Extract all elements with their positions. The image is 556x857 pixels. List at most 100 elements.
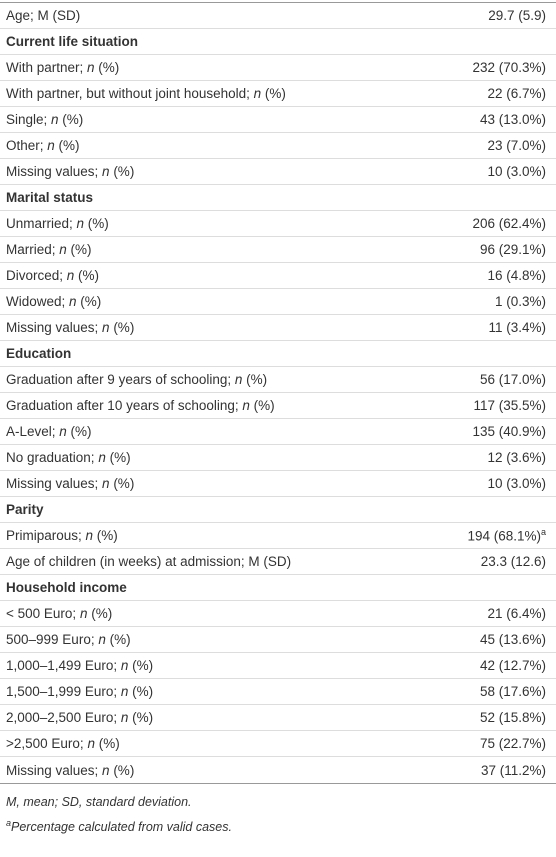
row-label: 2,000–2,500 Euro; n (%) bbox=[6, 710, 153, 725]
label-part: Graduation after 10 years of schooling; bbox=[6, 398, 243, 413]
value-text: 10 (3.0%) bbox=[487, 476, 546, 491]
table-row: Missing values; n (%) 11 (3.4%) bbox=[0, 315, 556, 341]
table-row: Divorced; n (%) 16 (4.8%) bbox=[0, 263, 556, 289]
footnote-text: M, mean; SD, standard deviation. bbox=[6, 795, 192, 809]
label-part: 2,000–2,500 Euro; bbox=[6, 710, 121, 725]
value-text: 117 (35.5%) bbox=[473, 398, 546, 413]
value-text: 12 (3.6%) bbox=[487, 450, 546, 465]
table-row: 2,000–2,500 Euro; n (%) 52 (15.8%) bbox=[0, 705, 556, 731]
row-label: Missing values; n (%) bbox=[6, 320, 134, 335]
footnote: aPercentage calculated from valid cases. bbox=[6, 813, 232, 838]
label-part: n bbox=[59, 242, 67, 257]
label-part: Missing values; bbox=[6, 320, 103, 335]
value-text: 52 (15.8%) bbox=[479, 710, 546, 725]
row-label: Divorced; n (%) bbox=[6, 268, 99, 283]
label-part: Missing values; bbox=[6, 762, 103, 778]
value-text: 135 (40.9%) bbox=[472, 424, 546, 439]
label-part: n bbox=[253, 86, 262, 101]
label-part: Other; bbox=[6, 138, 48, 153]
label-part: Age; M (SD) bbox=[6, 8, 81, 23]
value-text: 10 (3.0%) bbox=[487, 164, 546, 179]
label-part: n bbox=[98, 632, 106, 647]
row-value: 37 (11.2%) bbox=[481, 763, 546, 778]
label-part: >2,500 Euro; bbox=[6, 736, 88, 751]
row-value: 58 (17.6%) bbox=[480, 684, 546, 699]
note-mark: a bbox=[540, 527, 546, 538]
label-part: n bbox=[102, 320, 110, 335]
label-part: Missing values; bbox=[6, 476, 103, 491]
value-text: 58 (17.6%) bbox=[479, 684, 546, 699]
table-row: 1,000–1,499 Euro; n (%) 42 (12.7%) bbox=[0, 653, 556, 679]
label-part: n bbox=[66, 268, 75, 283]
row-label: Missing values; n (%) bbox=[6, 763, 134, 778]
row-value: 206 (62.4%) bbox=[472, 216, 546, 231]
row-label: Other; n (%) bbox=[6, 138, 80, 153]
label-part: (%) bbox=[261, 86, 286, 101]
label-part: n bbox=[69, 294, 77, 309]
label-part: (%) bbox=[128, 658, 154, 673]
label-part: n bbox=[120, 684, 129, 699]
table-row: Missing values; n (%) 10 (3.0%) bbox=[0, 159, 556, 185]
row-label: Graduation after 10 years of schooling; … bbox=[6, 398, 275, 413]
label-part: Divorced; bbox=[6, 268, 67, 283]
value-text: 21 (6.4%) bbox=[487, 606, 546, 621]
row-value: 10 (3.0%) bbox=[487, 476, 546, 491]
row-label: Age; M (SD) bbox=[6, 8, 80, 23]
row-label: 1,000–1,499 Euro; n (%) bbox=[6, 658, 153, 673]
row-value: 22 (6.7%) bbox=[487, 86, 546, 101]
label-part: (%) bbox=[94, 736, 120, 751]
label-part: n bbox=[51, 112, 59, 127]
label-part: n bbox=[59, 424, 67, 439]
row-label: 500–999 Euro; n (%) bbox=[6, 632, 131, 647]
label-part: (%) bbox=[58, 112, 84, 127]
value-text: 37 (11.2%) bbox=[480, 762, 546, 778]
row-label: Missing values; n (%) bbox=[6, 476, 134, 491]
table-row: >2,500 Euro; n (%) 75 (22.7%) bbox=[0, 731, 556, 757]
value-text: 96 (29.1%) bbox=[479, 242, 546, 257]
row-value: 56 (17.0%) bbox=[480, 372, 546, 387]
label-part: n bbox=[242, 398, 250, 413]
label-part: (%) bbox=[54, 138, 80, 153]
table-row: Age of children (in weeks) at admission;… bbox=[0, 549, 556, 575]
label-part: Age of children (in weeks) at admission;… bbox=[6, 554, 292, 569]
table-row: Widowed; n (%) 1 (0.3%) bbox=[0, 289, 556, 315]
label-part: n bbox=[102, 476, 110, 491]
label-part: n bbox=[79, 606, 88, 621]
row-label: Primiparous; n (%) bbox=[6, 528, 118, 543]
label-part: (%) bbox=[105, 450, 131, 465]
table-row: No graduation; n (%) 12 (3.6%) bbox=[0, 445, 556, 471]
table-row: A-Level; n (%) 135 (40.9%) bbox=[0, 419, 556, 445]
row-value: 96 (29.1%) bbox=[480, 242, 546, 257]
label-part: (%) bbox=[94, 60, 120, 75]
label-part: No graduation; bbox=[6, 450, 99, 465]
row-value: 117 (35.5%) bbox=[473, 398, 546, 413]
footnotes: M, mean; SD, standard deviation. aPercent… bbox=[6, 792, 232, 838]
row-value: 42 (12.7%) bbox=[480, 658, 546, 673]
note-mark: a bbox=[6, 818, 12, 828]
table-row: Primiparous; n (%) 194 (68.1%)a bbox=[0, 523, 556, 549]
section-heading: Household income bbox=[6, 580, 127, 595]
value-text: 1 (0.3%) bbox=[494, 294, 546, 309]
row-label: >2,500 Euro; n (%) bbox=[6, 736, 120, 751]
value-text: 22 (6.7%) bbox=[487, 86, 546, 101]
table-row: Marital status bbox=[0, 185, 556, 211]
row-label: Married; n (%) bbox=[6, 242, 92, 257]
value-text: 232 (70.3%) bbox=[472, 60, 546, 75]
label-part: (%) bbox=[128, 684, 154, 699]
row-value: 23.3 (12.6) bbox=[481, 554, 546, 569]
label-part: (%) bbox=[66, 242, 92, 257]
table-row: Married; n (%) 96 (29.1%) bbox=[0, 237, 556, 263]
label-part: (%) bbox=[74, 268, 100, 283]
label-part: Primiparous; bbox=[6, 528, 86, 543]
value-text: 45 (13.6%) bbox=[479, 632, 546, 647]
label-part: n bbox=[87, 736, 95, 751]
row-label: Single; n (%) bbox=[6, 112, 83, 127]
label-part: 1,000–1,499 Euro; bbox=[6, 658, 121, 673]
footnote-text: Percentage calculated from valid cases. bbox=[11, 820, 232, 835]
label-part: n bbox=[102, 164, 110, 179]
value-text: 16 (4.8%) bbox=[487, 268, 546, 283]
label-part: (%) bbox=[249, 398, 275, 413]
table-row: Graduation after 9 years of schooling; n… bbox=[0, 367, 556, 393]
row-value: 23 (7.0%) bbox=[487, 138, 546, 153]
table-row: Household income bbox=[0, 575, 556, 601]
